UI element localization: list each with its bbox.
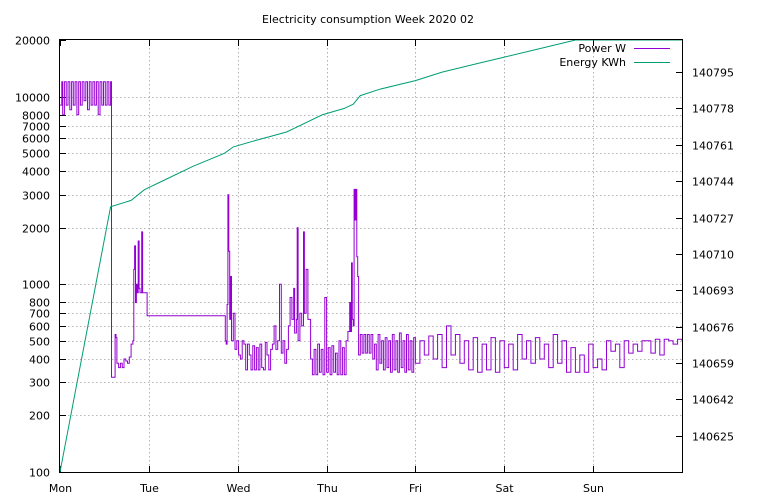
y-right-tick-label: 140727: [692, 213, 734, 226]
y-right-tick-label: 140761: [692, 140, 734, 153]
x-tick-label: Sat: [495, 482, 514, 495]
y-left-tick-label: 8000: [22, 110, 50, 123]
y-left-tick-label: 400: [29, 354, 50, 367]
y-right-tick-label: 140625: [692, 431, 734, 444]
legend-label: Energy KWh: [559, 56, 626, 69]
legend-label: Power W: [578, 42, 626, 55]
y-left-tick-label: 700: [29, 308, 50, 321]
y-left-tick-label: 6000: [22, 133, 50, 146]
series-layer: [60, 40, 682, 472]
y-right-tick-label: 140744: [692, 176, 734, 189]
y-left-tick-label: 300: [29, 377, 50, 390]
y-left-tick-label: 5000: [22, 148, 50, 161]
y-left-tick-label: 600: [29, 321, 50, 334]
y-right-tick-label: 140693: [692, 285, 734, 298]
y-right-tick-label: 140778: [692, 103, 734, 116]
y-left-tick-label: 2000: [22, 223, 50, 236]
x-tick-label: Wed: [227, 482, 251, 495]
y-left-tick-label: 500: [29, 336, 50, 349]
y-right-tick-label: 140710: [692, 249, 734, 262]
y-left-tick-label: 100: [29, 467, 50, 480]
chart-title: Electricity consumption Week 2020 02: [262, 13, 474, 26]
y-left-tick-label: 10000: [15, 92, 50, 105]
y-right-tick-label: 140795: [692, 67, 734, 80]
y-left-tick-label: 200: [29, 410, 50, 423]
y-left-tick-label: 3000: [22, 190, 50, 203]
x-tick-label: Thu: [316, 482, 338, 495]
y-left-tick-label: 4000: [22, 166, 50, 179]
x-tick-label: Fri: [409, 482, 422, 495]
energy-series-line: [60, 40, 682, 472]
x-tick-label: Tue: [139, 482, 159, 495]
y-left-tick-label: 1000: [22, 279, 50, 292]
y-left-tick-label: 800: [29, 297, 50, 310]
plot-frame: [59, 39, 683, 473]
power-series-line: [60, 81, 682, 378]
y-left-tick-label: 7000: [22, 121, 50, 134]
y-left-tick-label: 20000: [15, 35, 50, 48]
y-right-tick-label: 140659: [692, 358, 734, 371]
x-tick-label: Mon: [49, 482, 72, 495]
x-tick-label: Sun: [583, 482, 604, 495]
y-right-tick-label: 140676: [692, 322, 734, 335]
y-right-tick-label: 140642: [692, 394, 734, 407]
grid-layer: [60, 40, 682, 472]
